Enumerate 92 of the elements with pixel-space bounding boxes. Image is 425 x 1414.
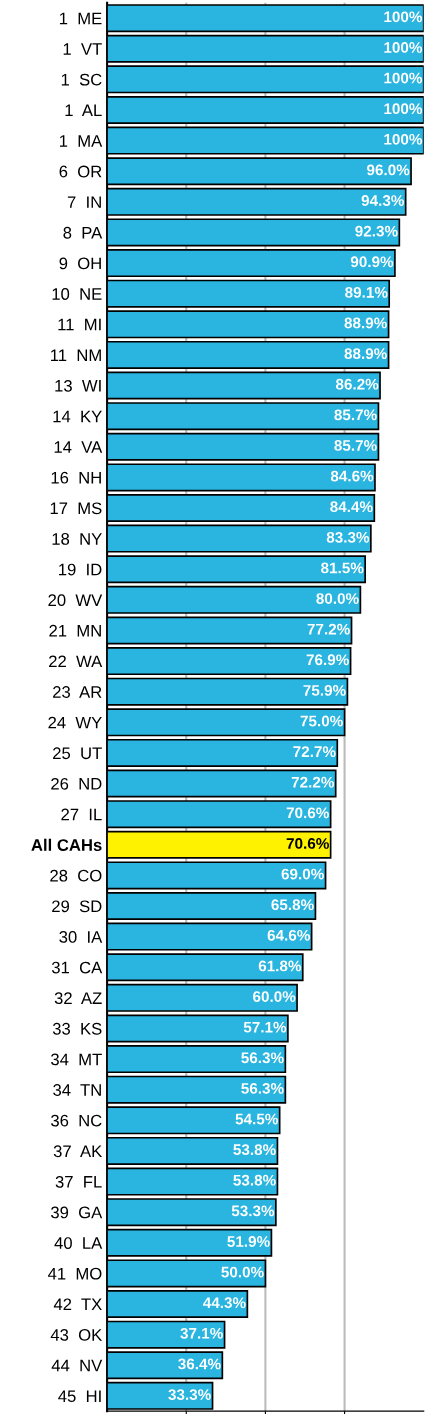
data-label: 75.9% xyxy=(303,684,346,696)
y-tick-label: 13 WI xyxy=(55,379,101,392)
y-tick-label: 22 WA xyxy=(49,655,103,668)
y-tick-label: 1 MA xyxy=(59,135,103,147)
data-label: 88.9% xyxy=(344,348,387,360)
y-tick-label: 23 AR xyxy=(53,686,102,698)
data-label: 75.0% xyxy=(300,715,343,727)
data-label: 84.6% xyxy=(330,470,374,482)
y-tick-label: 45 HI xyxy=(58,1390,101,1403)
data-label: 96.0% xyxy=(367,164,410,176)
y-tick-label: 32 AZ xyxy=(54,992,102,1005)
y-tick-label: 1 SC xyxy=(61,73,102,86)
y-tick-label: 21 MN xyxy=(49,624,101,637)
y-tick-label: 18 NY xyxy=(52,533,102,545)
y-tick-label: 25 UT xyxy=(53,747,102,760)
y-tick-label: 10 NE xyxy=(52,288,102,300)
data-label: 100% xyxy=(384,72,423,84)
y-tick-label: 42 TX xyxy=(53,1298,102,1311)
y-tick-label: 6 OR xyxy=(59,165,102,178)
data-label: 83.3% xyxy=(326,531,370,543)
data-label: 88.9% xyxy=(344,317,387,329)
data-label: 65.8% xyxy=(271,899,314,911)
y-tick-label: 27 IL xyxy=(61,808,102,821)
y-tick-label: 11 NM xyxy=(51,349,101,361)
data-label: 64.6% xyxy=(267,929,310,941)
data-label: 70.6% xyxy=(286,807,329,819)
y-tick-label: 39 GA xyxy=(51,1206,103,1219)
data-label: 89.1% xyxy=(345,286,388,298)
data-label: 60.0% xyxy=(253,991,296,1002)
data-label: 100% xyxy=(384,11,423,23)
y-tick-label: 11 MI xyxy=(58,318,101,331)
y-tick-label: 8 PA xyxy=(63,226,103,239)
data-label: 72.2% xyxy=(291,776,335,788)
y-tick-label: 40 LA xyxy=(54,1237,103,1249)
y-tick-label: 30 IA xyxy=(59,931,103,943)
data-label: 76.9% xyxy=(306,654,349,666)
data-label: 61.8% xyxy=(258,960,302,972)
y-tick-label: 37 FL xyxy=(55,1175,102,1188)
data-label: 81.5% xyxy=(321,562,364,574)
data-label: 100% xyxy=(384,103,423,115)
y-tick-label: 43 OK xyxy=(50,1329,103,1341)
y-tick-label: 1 ME xyxy=(59,12,102,25)
y-tick-label: 24 WY xyxy=(48,716,102,729)
data-label: 50.0% xyxy=(221,1266,264,1278)
data-label: 53.3% xyxy=(231,1205,275,1217)
data-label: 90.9% xyxy=(350,256,394,268)
data-label: 53.8% xyxy=(233,1174,276,1186)
data-label: 51.9% xyxy=(227,1236,270,1247)
data-label: 100% xyxy=(384,42,423,53)
y-tick-label: 20 WV xyxy=(48,594,103,607)
y-tick-label: 26 ND xyxy=(51,777,102,790)
data-label: 56.3% xyxy=(241,1052,284,1064)
y-tick-label: 17 MS xyxy=(50,502,102,515)
y-tick-label: 34 TN xyxy=(53,1084,101,1096)
data-label: 56.3% xyxy=(241,1082,284,1094)
y-tick-label: 16 NH xyxy=(51,471,101,484)
data-label: 92.3% xyxy=(355,225,398,237)
y-tick-label: 9 OH xyxy=(59,257,101,270)
data-label: 57.1% xyxy=(243,1021,287,1033)
y-tick-label: 34 MT xyxy=(51,1053,102,1066)
data-label: 77.2% xyxy=(307,623,350,635)
y-tick-label: 14 KY xyxy=(53,410,102,423)
y-tick-label: 44 NV xyxy=(51,1359,103,1372)
data-label: 86.2% xyxy=(335,378,379,390)
y-tick-label: 37 AK xyxy=(53,1145,103,1158)
y-tick-label: 29 SD xyxy=(52,900,102,913)
y-tick-label: 36 NC xyxy=(51,1114,102,1127)
data-label: 72.7% xyxy=(293,746,336,757)
y-tick-label: 31 CA xyxy=(51,961,103,974)
data-label: 53.8% xyxy=(233,1144,276,1156)
y-tick-label: 1 AL xyxy=(65,104,102,117)
y-tick-label: 19 ID xyxy=(59,563,102,576)
data-label: 85.7% xyxy=(334,440,377,451)
y-tick-label: 28 CO xyxy=(50,869,102,882)
y-tick-label: 33 KS xyxy=(52,1022,102,1035)
data-label: 84.4% xyxy=(330,501,373,513)
data-label: 70.6% xyxy=(286,838,329,849)
data-label: 37.1% xyxy=(180,1327,223,1339)
data-label: 80.0% xyxy=(316,593,359,604)
y-tick-label: 7 IN xyxy=(67,196,101,208)
data-label: 44.3% xyxy=(203,1297,246,1309)
data-label: 69.0% xyxy=(281,868,324,880)
data-label: 36.4% xyxy=(178,1358,221,1370)
y-tick-label: 41 MO xyxy=(47,1267,102,1280)
data-label: 54.5% xyxy=(235,1113,278,1125)
data-label: 33.3% xyxy=(168,1389,211,1400)
data-label: 94.3% xyxy=(361,195,405,206)
data-label: 100% xyxy=(384,133,423,145)
y-tick-label: All CAHs xyxy=(31,838,102,851)
y-tick-label: 1 VT xyxy=(63,43,102,55)
data-label: 85.7% xyxy=(334,409,377,421)
y-tick-label: 14 VA xyxy=(54,441,103,453)
